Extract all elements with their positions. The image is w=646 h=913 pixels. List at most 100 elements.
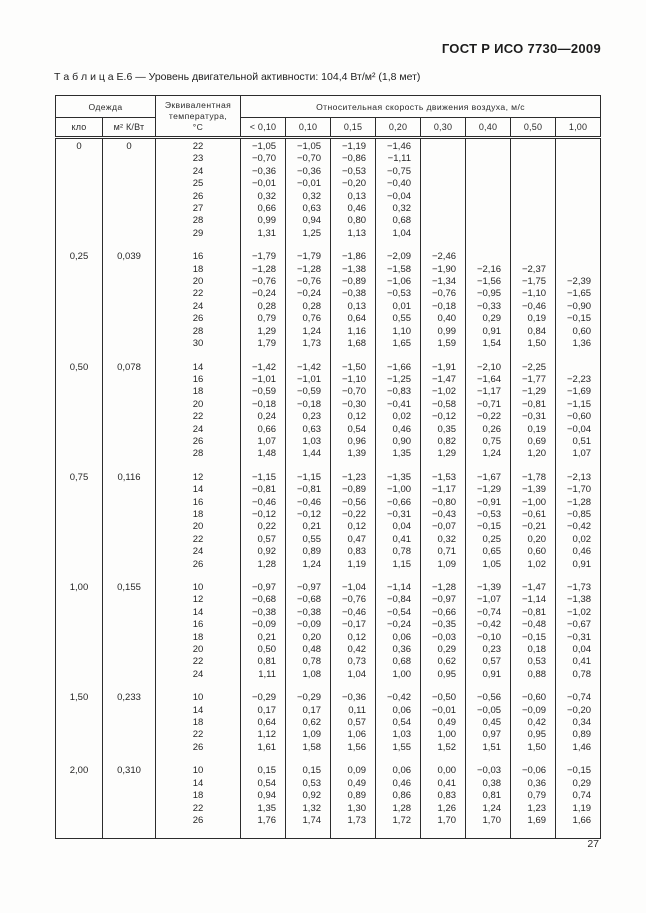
cell-pmv-value: −0,31 xyxy=(510,411,557,424)
cell-pmv-value: 0,83 xyxy=(330,546,377,559)
spacer-cell xyxy=(330,754,377,766)
cell-pmv-value: −0,20 xyxy=(330,178,377,191)
table-row: 14 −0,38 −0,38 −0,46 −0,54 −0,66 −0,74 −0,81 −1,… xyxy=(55,606,602,620)
cell-pmv-value: −0,05 xyxy=(465,704,512,718)
spacer-cell xyxy=(330,240,377,252)
table-row: 24 0,66 0,63 0,54 0,46 0,35 0,26 0,19 −0,04 xyxy=(55,423,602,436)
cell-pmv-value: 1,20 xyxy=(510,448,557,461)
cell-pmv-value xyxy=(420,215,467,228)
cell-pmv-value: −1,56 xyxy=(465,276,512,289)
cell-pmv-value: −1,05 xyxy=(240,137,287,154)
cell-pmv-value: 0,78 xyxy=(555,668,602,682)
cell-pmv-value xyxy=(465,165,512,179)
cell-pmv-value: −0,20 xyxy=(555,704,602,718)
cell-pmv-value: 0,40 xyxy=(420,313,467,326)
cell-pmv-value: −2,16 xyxy=(465,263,512,277)
cell-pmv-value: −1,25 xyxy=(375,373,422,387)
spacer-cell xyxy=(465,681,512,693)
cell-pmv-value: −1,73 xyxy=(555,582,602,595)
cell-pmv-value: 0,78 xyxy=(375,546,422,559)
spacer-cell xyxy=(101,460,157,472)
cell-clo xyxy=(55,165,103,179)
cell-pmv-value: 0,80 xyxy=(330,215,377,228)
cell-clo xyxy=(55,741,103,755)
cell-pmv-value: −0,66 xyxy=(420,606,467,620)
cell-pmv-value: −0,31 xyxy=(375,508,422,522)
cell-pmv-value: −0,24 xyxy=(285,288,332,301)
cell-pmv-value: 0,01 xyxy=(375,300,422,314)
cell-pmv-value: 0,49 xyxy=(330,777,377,791)
cell-pmv-value: 1,50 xyxy=(510,338,557,351)
cell-pmv-value: 0,20 xyxy=(510,533,557,547)
cell-pmv-value: −1,19 xyxy=(330,137,377,154)
cell-insulation xyxy=(101,656,157,669)
cell-pmv-value: −1,15 xyxy=(240,471,287,485)
table-row: 0 0 22 −1,05 −1,05 −1,19 −1,46 xyxy=(55,137,602,154)
cell-pmv-value: 1,44 xyxy=(285,448,332,461)
spacer-cell xyxy=(55,460,103,472)
cell-temperature: 12 xyxy=(155,471,242,485)
cell-pmv-value: 0,24 xyxy=(240,411,287,424)
cell-pmv-value: 1,07 xyxy=(240,435,287,449)
cell-insulation xyxy=(101,165,157,179)
cell-pmv-value: 0,32 xyxy=(285,190,332,204)
cell-pmv-value: −0,30 xyxy=(330,398,377,412)
cell-pmv-value: 0,92 xyxy=(285,790,332,803)
cell-pmv-value: 1,74 xyxy=(285,814,332,828)
cell-pmv-value: 0,88 xyxy=(510,668,557,682)
spacer-cell xyxy=(375,681,422,693)
spacer-cell xyxy=(420,754,467,766)
cell-pmv-value xyxy=(510,251,557,264)
cell-pmv-value xyxy=(510,165,557,179)
cell-pmv-value: 1,70 xyxy=(420,814,467,828)
cell-clo xyxy=(55,546,103,559)
table-row: 28 1,29 1,24 1,16 1,10 0,99 0,91 0,84 0,60 xyxy=(55,325,602,339)
cell-pmv-value: 0,97 xyxy=(465,729,512,742)
cell-temperature: 25 xyxy=(155,178,242,191)
header-row-groups: Одежда Эквивалентная температура, °С Отн… xyxy=(54,95,602,139)
cell-pmv-value: 1,36 xyxy=(555,338,602,351)
cell-pmv-value: 0,13 xyxy=(330,300,377,314)
table-row: 23 −0,70 −0,70 −0,86 −1,11 xyxy=(55,153,602,166)
cell-pmv-value: 0,04 xyxy=(555,644,602,657)
cell-pmv-value: 0,64 xyxy=(240,717,287,730)
cell-pmv-value xyxy=(555,165,602,179)
cell-pmv-value: −0,81 xyxy=(510,606,557,620)
group-spacer xyxy=(55,754,602,766)
cell-pmv-value: −1,53 xyxy=(420,471,467,485)
cell-insulation xyxy=(101,814,157,828)
spacer-cell xyxy=(330,681,377,693)
table-row: 27 0,66 0,63 0,46 0,32 xyxy=(55,203,602,216)
cell-pmv-value: 1,25 xyxy=(285,227,332,241)
cell-pmv-value: 1,24 xyxy=(465,802,512,815)
cell-temperature: 28 xyxy=(155,325,242,339)
spacer-cell xyxy=(155,350,242,362)
cell-pmv-value: −1,90 xyxy=(420,263,467,277)
cell-pmv-value: −1,28 xyxy=(240,263,287,277)
cell-pmv-value: −0,38 xyxy=(330,288,377,301)
cell-insulation xyxy=(101,300,157,314)
table-row: 28 1,48 1,44 1,39 1,35 1,29 1,24 1,20 1,07 xyxy=(55,448,602,461)
cell-pmv-value: 0,55 xyxy=(285,533,332,547)
cell-clo xyxy=(55,203,103,216)
cell-pmv-value: −0,09 xyxy=(240,619,287,632)
cell-clo xyxy=(55,423,103,436)
cell-pmv-value: −0,56 xyxy=(330,496,377,509)
cell-pmv-value: −0,01 xyxy=(240,178,287,191)
cell-pmv-value: 1,70 xyxy=(465,814,512,828)
cell-temperature: 20 xyxy=(155,398,242,412)
cell-insulation xyxy=(101,153,157,166)
spacer-cell xyxy=(375,754,422,766)
cell-temperature: 23 xyxy=(155,153,242,166)
table-row: 26 1,28 1,24 1,19 1,15 1,09 1,05 1,02 0,91 xyxy=(55,558,602,571)
spacer-cell xyxy=(555,754,602,766)
table-row: 18 0,21 0,20 0,12 0,06 −0,03 −0,10 −0,15 −0,31 xyxy=(55,631,602,645)
cell-pmv-value xyxy=(465,137,512,154)
table-row: 14 −0,81 −0,81 −0,89 −1,00 −1,17 −1,29 −1,39 −1,… xyxy=(55,484,602,497)
cell-pmv-value: 1,06 xyxy=(330,729,377,742)
cell-pmv-value: −2,39 xyxy=(555,276,602,289)
cell-insulation xyxy=(101,802,157,815)
cell-pmv-value: −1,50 xyxy=(330,361,377,374)
cell-insulation xyxy=(101,521,157,534)
cell-insulation xyxy=(101,668,157,682)
